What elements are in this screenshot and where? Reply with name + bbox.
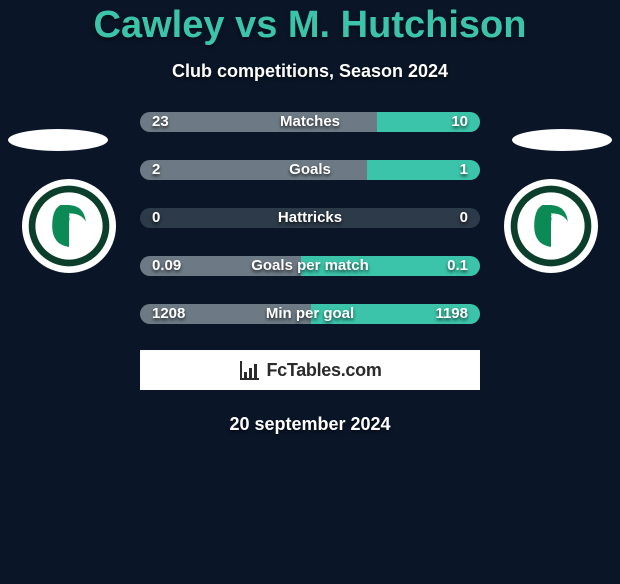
source-logo[interactable]: FcTables.com xyxy=(140,350,480,390)
vs-text: vs xyxy=(235,4,288,46)
stat-right-value: 0.1 xyxy=(447,256,468,276)
date-label: 20 september 2024 xyxy=(0,414,620,435)
stats-panel: 23 Matches 10 2 Goals 1 0 Hattricks 0 0.… xyxy=(140,112,480,324)
stat-left-value: 0.09 xyxy=(152,256,181,276)
stat-bar-left xyxy=(140,112,377,132)
stat-left-value: 2 xyxy=(152,160,160,180)
stat-right-value: 10 xyxy=(451,112,468,132)
stat-label: Min per goal xyxy=(266,304,354,324)
stat-row-hattricks: 0 Hattricks 0 xyxy=(140,208,480,228)
stat-right-value: 1 xyxy=(460,160,468,180)
stat-bar-left xyxy=(140,160,367,180)
subtitle: Club competitions, Season 2024 xyxy=(0,61,620,82)
stat-row-goals: 2 Goals 1 xyxy=(140,160,480,180)
stat-label: Goals xyxy=(289,160,331,180)
player-right-name: M. Hutchison xyxy=(288,4,527,46)
stat-row-mpg: 1208 Min per goal 1198 xyxy=(140,304,480,324)
source-logo-label: FcTables.com xyxy=(266,360,381,381)
player-left-name: Cawley xyxy=(94,4,225,46)
player-shadow-left xyxy=(8,129,108,151)
stat-label: Goals per match xyxy=(251,256,369,276)
stat-left-value: 23 xyxy=(152,112,169,132)
stat-right-value: 0 xyxy=(460,208,468,228)
stat-row-gpm: 0.09 Goals per match 0.1 xyxy=(140,256,480,276)
stat-right-value: 1198 xyxy=(435,304,468,324)
bar-chart-icon xyxy=(238,358,262,382)
player-shadow-right xyxy=(512,129,612,151)
club-badge-left xyxy=(22,179,116,273)
page-title: Cawley vs M. Hutchison xyxy=(0,4,620,47)
stat-label: Matches xyxy=(280,112,340,132)
stat-left-value: 1208 xyxy=(152,304,185,324)
club-badge-right xyxy=(504,179,598,273)
stat-label: Hattricks xyxy=(278,208,342,228)
harp-icon xyxy=(509,184,593,268)
stat-row-matches: 23 Matches 10 xyxy=(140,112,480,132)
stat-left-value: 0 xyxy=(152,208,160,228)
harp-icon xyxy=(27,184,111,268)
